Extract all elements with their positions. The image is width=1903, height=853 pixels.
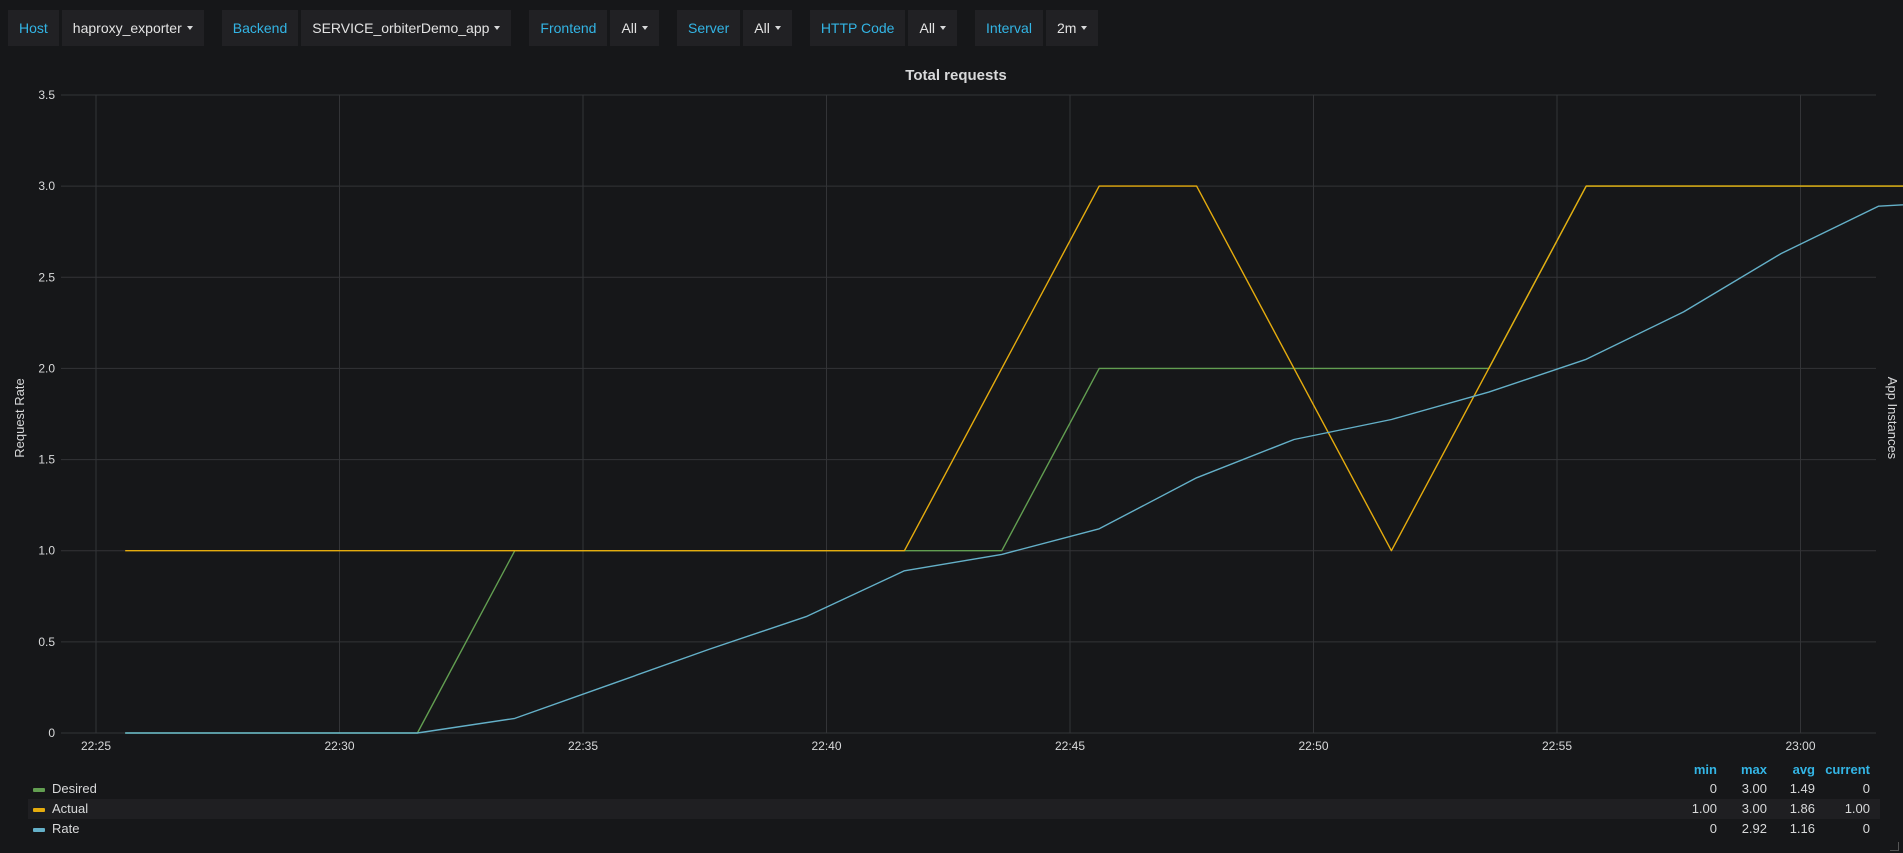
x-tick-label: 22:50 (1298, 739, 1328, 753)
server-dropdown[interactable]: All (743, 10, 792, 46)
legend-row-desired[interactable]: Desired 0 3.00 1.49 0 (28, 779, 1880, 799)
legend-header-current[interactable]: current (1825, 762, 1870, 777)
server-value: All (754, 20, 770, 36)
frontend-variable: Frontend All (529, 10, 660, 46)
legend-header-min[interactable]: min (1693, 762, 1717, 777)
legend-header-max[interactable]: max (1740, 762, 1767, 777)
series-line-rate (125, 204, 1903, 734)
legend-row-rate[interactable]: Rate 0 2.92 1.16 0 (28, 819, 1880, 839)
interval-variable: Interval 2m (975, 10, 1099, 46)
backend-label: Backend (221, 10, 299, 46)
legend-series-name[interactable]: Desired (52, 781, 97, 796)
host-label: Host (8, 10, 59, 46)
x-tick-label: 22:30 (324, 739, 354, 753)
legend-max: 2.92 (1741, 821, 1767, 836)
graph-panel[interactable]: Total requests Request Rate App Instance… (0, 58, 1903, 758)
y-tick-label: 1.5 (38, 453, 55, 467)
backend-variable: Backend SERVICE_orbiterDemo_app (221, 10, 512, 46)
caret-down-icon (774, 26, 781, 30)
interval-value: 2m (1056, 20, 1077, 36)
grid (61, 94, 1876, 734)
series-line-actual (125, 185, 1903, 552)
legend-series-name[interactable]: Rate (52, 821, 80, 836)
http-code-label: HTTP Code (809, 10, 906, 46)
x-tick-label: 22:40 (811, 739, 841, 753)
y-tick-label: 3.5 (38, 88, 55, 102)
x-tick-label: 22:25 (81, 739, 111, 753)
caret-down-icon (186, 26, 193, 30)
series-lines (125, 185, 1903, 734)
legend-current: 1.00 (1844, 801, 1870, 816)
y-tick-label: 2.5 (38, 270, 55, 284)
host-variable: Host haproxy_exporter (8, 10, 204, 46)
legend-max: 3.00 (1741, 781, 1767, 796)
y-tick-label: 3.0 (38, 179, 55, 193)
host-value: haproxy_exporter (72, 20, 182, 36)
frontend-value: All (621, 20, 638, 36)
legend-max: 3.00 (1741, 801, 1767, 816)
x-tick-label: 22:35 (568, 739, 598, 753)
y-axis-label: Request Rate (12, 378, 27, 458)
legend-avg: 1.49 (1789, 781, 1815, 796)
caret-down-icon (940, 26, 947, 30)
template-variables-bar: Host haproxy_exporter Backend SERVICE_or… (8, 10, 1116, 46)
interval-label: Interval (975, 10, 1043, 46)
frontend-dropdown[interactable]: All (610, 10, 660, 46)
y-tick-label: 0.5 (38, 635, 55, 649)
legend-min: 0 (1709, 781, 1717, 796)
series-color-swatch[interactable] (33, 828, 45, 832)
backend-dropdown[interactable]: SERVICE_orbiterDemo_app (301, 10, 512, 46)
legend-avg: 1.86 (1789, 801, 1815, 816)
caret-down-icon (642, 26, 649, 30)
y-axis-ticks: 0 0.5 1.0 1.5 2.0 2.5 3.0 3.5 (38, 88, 55, 740)
http-code-variable: HTTP Code All (809, 10, 958, 46)
host-dropdown[interactable]: haproxy_exporter (61, 10, 204, 46)
legend-row-actual[interactable]: Actual 1.00 3.00 1.86 1.00 (28, 799, 1880, 819)
y-tick-label: 0 (48, 726, 55, 740)
x-tick-label: 22:45 (1055, 739, 1085, 753)
legend-series-name[interactable]: Actual (52, 801, 89, 816)
legend-min: 1.00 (1691, 801, 1717, 816)
legend-current: 0 (1862, 781, 1870, 796)
legend-current: 0 (1862, 821, 1870, 836)
legend-header-avg[interactable]: avg (1792, 762, 1815, 777)
legend-min: 0 (1709, 821, 1717, 836)
frontend-label: Frontend (529, 10, 608, 46)
chart-title: Total requests (905, 67, 1006, 84)
x-axis-ticks: 22:25 22:30 22:35 22:40 22:45 22:50 22:55 23:00… (81, 739, 1816, 753)
y-tick-label: 1.0 (38, 544, 55, 558)
y2-axis-label: App Instances (1885, 377, 1900, 460)
legend-avg: 1.16 (1789, 821, 1815, 836)
caret-down-icon (494, 26, 501, 30)
x-tick-label: 22:55 (1542, 739, 1572, 753)
interval-dropdown[interactable]: 2m (1045, 10, 1099, 46)
http-code-dropdown[interactable]: All (908, 10, 958, 46)
http-code-value: All (919, 20, 936, 36)
series-color-swatch[interactable] (33, 788, 45, 792)
backend-value: SERVICE_orbiterDemo_app (312, 20, 490, 36)
server-label: Server (677, 10, 741, 46)
series-color-swatch[interactable] (33, 808, 45, 812)
server-variable: Server All (677, 10, 792, 46)
y-tick-label: 2.0 (38, 361, 55, 375)
caret-down-icon (1081, 26, 1088, 30)
resize-handle-icon[interactable] (1890, 842, 1899, 851)
x-tick-label: 23:00 (1785, 739, 1815, 753)
